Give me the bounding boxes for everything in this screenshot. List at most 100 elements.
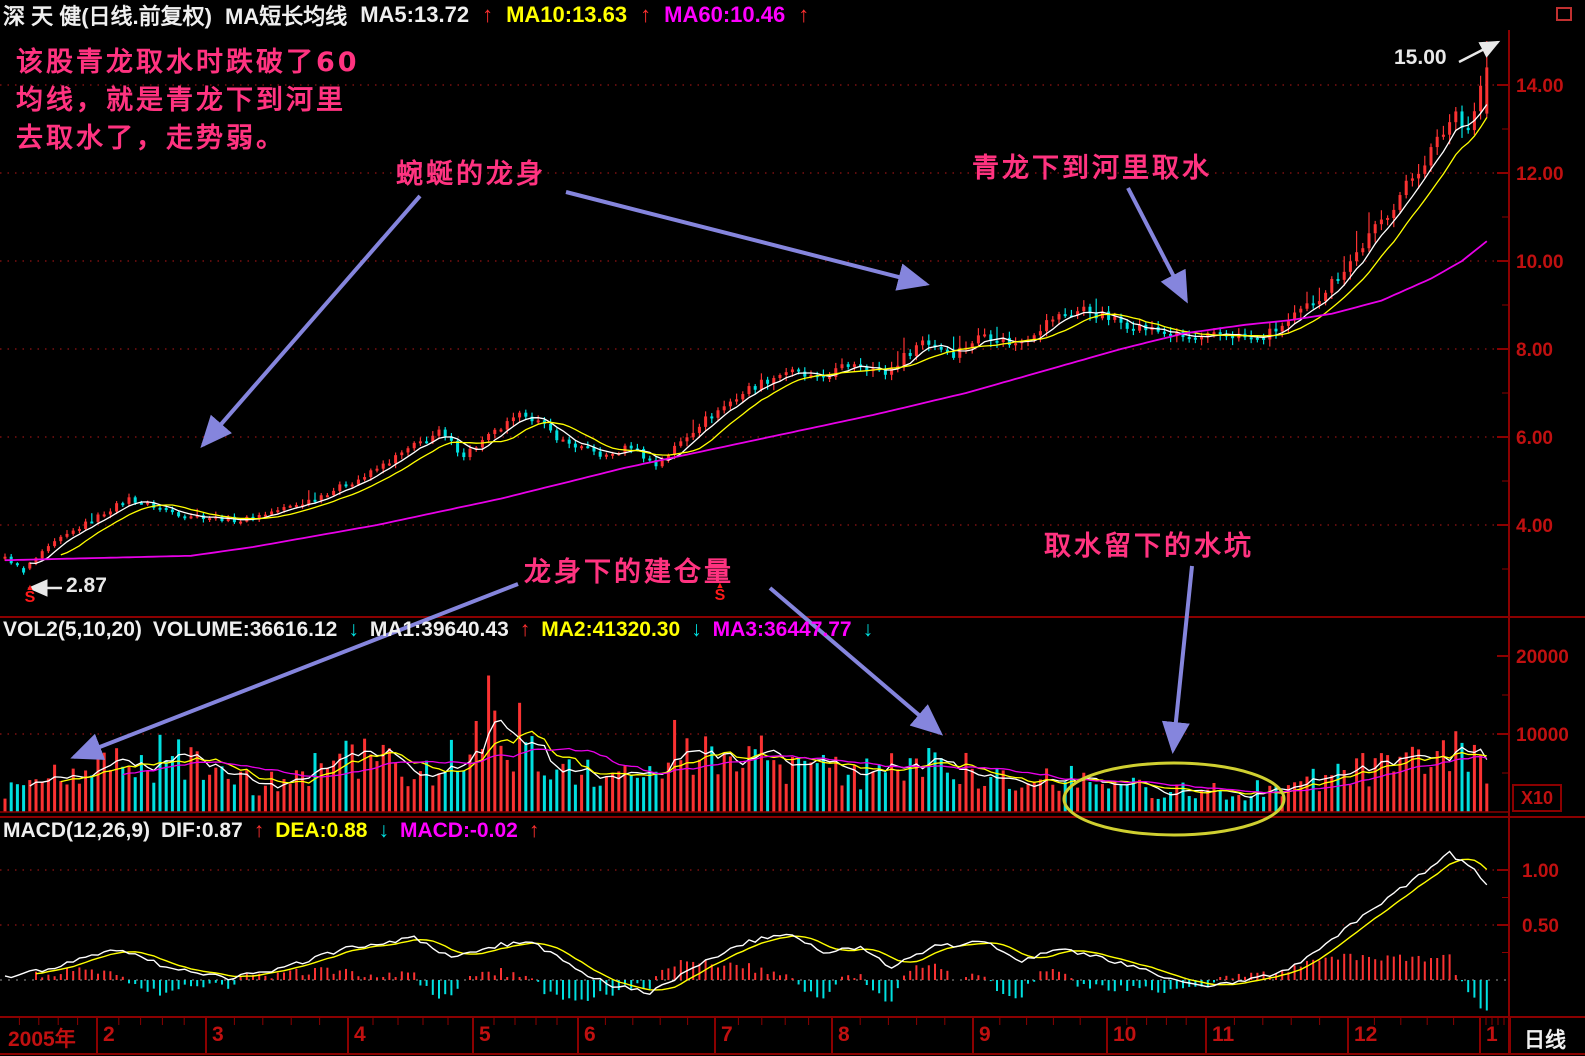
volume-bar — [1119, 783, 1123, 812]
month-label: 5 — [479, 1023, 491, 1046]
volume-bar — [1014, 790, 1018, 812]
candle-body — [530, 416, 534, 422]
candle-body — [660, 460, 664, 467]
candle-body — [1038, 331, 1042, 336]
volume-bar — [549, 779, 553, 812]
volume-bar — [387, 748, 391, 812]
volume-bar — [834, 756, 838, 812]
volume-bar — [611, 772, 615, 812]
volume-bar — [704, 736, 708, 812]
volume-bar — [1373, 758, 1377, 812]
candle-body — [195, 515, 199, 518]
candle-body — [443, 429, 447, 437]
volume-bar — [1305, 776, 1309, 812]
volume-bar — [474, 720, 478, 812]
volume-bar — [865, 758, 869, 812]
ma10-value: MA10:13.63 — [506, 2, 628, 27]
candle-body — [263, 514, 267, 517]
volume-bar — [1193, 798, 1197, 812]
volume-bar — [449, 739, 453, 812]
down-arrow-icon: ↓ — [862, 618, 874, 641]
volume-bar — [1286, 785, 1290, 812]
volume-bar — [443, 771, 447, 812]
candle-body — [766, 379, 770, 384]
candle-body — [883, 368, 887, 375]
volume-bar — [1212, 782, 1216, 812]
volume-bar — [313, 753, 317, 812]
volume-bar — [691, 774, 695, 812]
volume-bar — [1386, 755, 1390, 812]
high-price-label: 15.00 — [1394, 46, 1447, 69]
volume-bar — [158, 734, 162, 812]
price-axis-label: 14.00 — [1516, 76, 1564, 97]
volume-bar — [270, 771, 274, 812]
candle-body — [90, 521, 94, 524]
candle-body — [629, 445, 633, 449]
candle-body — [152, 502, 156, 508]
candle-body — [239, 521, 243, 524]
volume-bar — [493, 710, 497, 812]
volume-bar — [462, 770, 466, 812]
candle-body — [325, 495, 329, 498]
annotation-note-line1: 该股青龙取水时跌破了60 — [16, 47, 360, 78]
candle-body — [852, 364, 856, 367]
volume-bar — [1398, 756, 1402, 812]
volume-bar — [46, 778, 50, 812]
candle-body — [189, 516, 193, 519]
candle-body — [84, 521, 88, 529]
candle-body — [511, 417, 515, 422]
month-label: 3 — [212, 1023, 224, 1046]
candle-body — [840, 364, 844, 369]
candle-body — [797, 369, 801, 372]
candle-body — [1057, 314, 1061, 320]
volume-bar — [952, 779, 956, 812]
candle-body — [865, 367, 869, 372]
candle-body — [759, 379, 763, 390]
volume-bar — [728, 756, 732, 812]
volume-legend: VOL2(5,10,20) VOLUME:36616.12 ↓ MA1:3964… — [3, 618, 873, 642]
volume-bar — [220, 766, 224, 812]
candle-body — [499, 429, 503, 432]
price-axis-label: 6.00 — [1516, 428, 1553, 449]
volume-bar — [995, 768, 999, 812]
candle-body — [276, 510, 280, 513]
candle-body — [561, 439, 565, 442]
candle-body — [573, 443, 577, 448]
restore-window-icon[interactable] — [1556, 7, 1572, 21]
annotation-dragon-body: 蜿蜒的龙身 — [396, 159, 546, 190]
candle-body — [1187, 337, 1191, 340]
candle-body — [1361, 248, 1365, 253]
candle-body — [288, 505, 292, 508]
candle-body — [220, 516, 224, 521]
volume-bar — [989, 777, 993, 812]
candle-body — [1293, 312, 1297, 321]
candle-body — [790, 369, 794, 373]
volume-bar — [623, 765, 627, 812]
volume-bar — [1274, 785, 1278, 812]
month-label: 2 — [103, 1023, 115, 1046]
candle-body — [108, 511, 112, 515]
volume-bar — [1082, 772, 1086, 812]
volume-bar — [778, 764, 782, 812]
candle-body — [1088, 306, 1092, 314]
volume-bar — [629, 775, 633, 812]
candle-body — [803, 371, 807, 377]
price-axis-label: 10.00 — [1516, 252, 1564, 273]
volume-bar — [1138, 779, 1142, 812]
volume-bar — [921, 776, 925, 812]
volume-bar — [1423, 773, 1427, 812]
candle-body — [1094, 313, 1098, 319]
volume-bar — [350, 744, 354, 812]
period-label[interactable]: 日线 — [1524, 1029, 1566, 1052]
volume-bar — [1417, 749, 1421, 812]
volume-ma1-value: MA1:39640.43 — [369, 618, 509, 641]
volume-bar — [1268, 785, 1272, 812]
volume-bar — [902, 780, 906, 812]
volume-bar — [815, 763, 819, 812]
volume-bar — [964, 752, 968, 812]
volume-bar — [71, 768, 75, 812]
candle-body — [1169, 333, 1173, 337]
candle-body — [1045, 320, 1049, 332]
candle-body — [1410, 178, 1414, 181]
